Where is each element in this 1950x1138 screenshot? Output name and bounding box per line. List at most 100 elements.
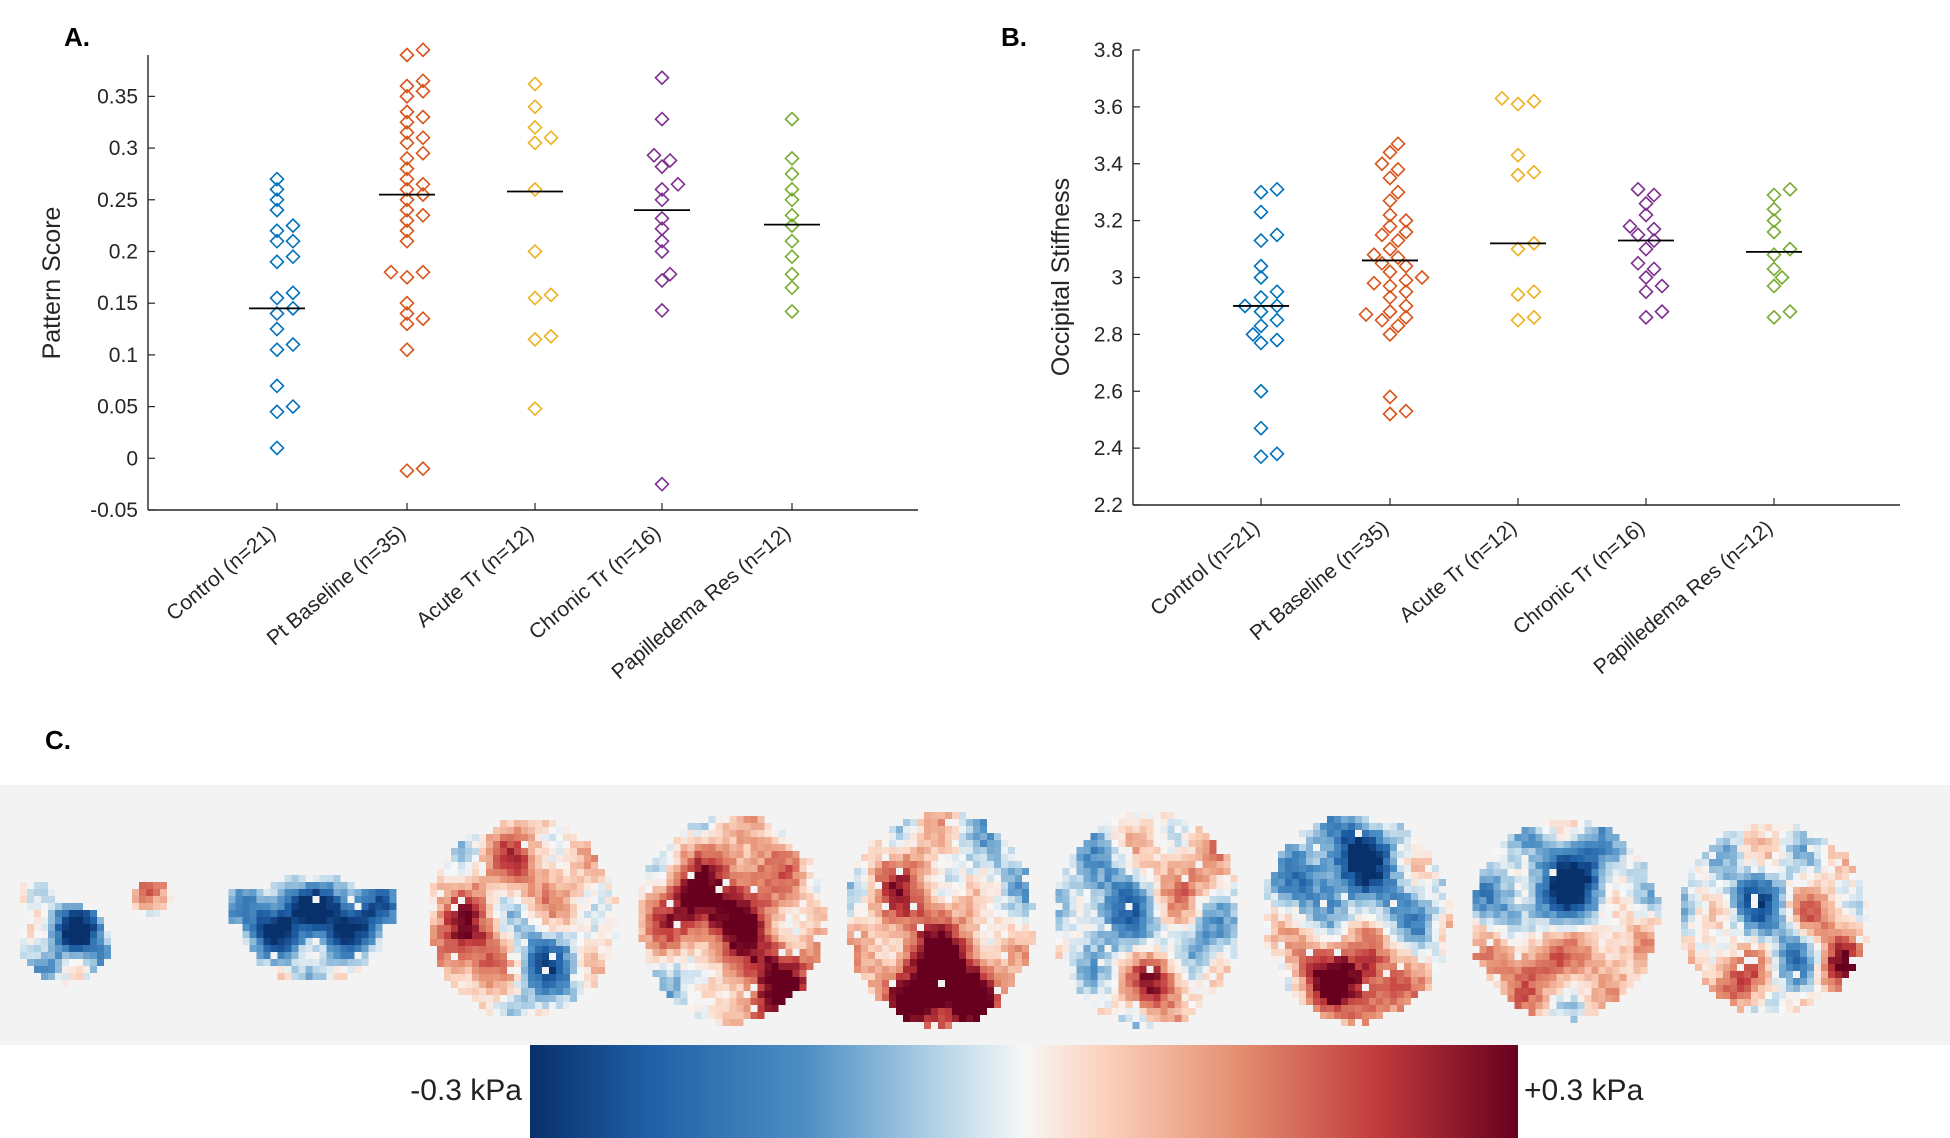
- data-point: [1253, 258, 1269, 274]
- data-point: [1269, 227, 1285, 243]
- category-label: Control (n=21): [162, 521, 280, 625]
- data-point: [1382, 144, 1398, 161]
- data-point: [1382, 289, 1398, 306]
- data-point: [1245, 326, 1261, 343]
- data-point: [654, 221, 670, 237]
- data-point: [399, 135, 415, 151]
- data-point: [1398, 212, 1414, 229]
- data-point: [1253, 232, 1269, 249]
- data-point: [415, 461, 431, 477]
- data-point: [1366, 275, 1382, 291]
- data-point: [670, 176, 686, 192]
- data-point: [1398, 258, 1414, 274]
- data-point: [1766, 261, 1782, 277]
- panel-label-a: A.: [64, 22, 90, 52]
- data-point: [784, 181, 800, 198]
- data-point: [654, 159, 670, 175]
- data-point: [399, 342, 415, 358]
- data-point: [269, 305, 285, 322]
- data-point: [399, 181, 415, 198]
- data-point: [1390, 136, 1406, 152]
- category-label: Pt Baseline (n=35): [263, 521, 411, 650]
- data-point: [1398, 284, 1414, 300]
- brain-slice: [20, 882, 174, 987]
- data-point: [269, 254, 285, 270]
- data-point: [399, 88, 415, 104]
- data-point: [1526, 284, 1542, 300]
- data-point: [1766, 278, 1782, 294]
- data-point: [1766, 212, 1782, 229]
- data-point: [1638, 195, 1654, 212]
- data-point: [399, 269, 415, 285]
- data-point: [1382, 241, 1398, 257]
- data-point: [1414, 269, 1430, 286]
- data-point: [1398, 309, 1414, 325]
- y-tick-label: -0.05: [90, 499, 138, 522]
- data-point: [784, 266, 800, 282]
- panel-label-c: C.: [45, 725, 71, 755]
- colorbar-max-label: +0.3 kPa: [1524, 1074, 1644, 1107]
- data-point: [1382, 326, 1398, 343]
- data-point: [1782, 303, 1798, 320]
- data-point: [1253, 449, 1269, 465]
- data-point: [1646, 232, 1662, 249]
- data-point: [1374, 156, 1390, 172]
- data-point: [1374, 312, 1390, 328]
- data-point: [285, 249, 301, 265]
- data-point: [1766, 201, 1782, 217]
- brain-slice: [1055, 812, 1245, 1029]
- data-point: [1646, 261, 1662, 277]
- data-point: [399, 463, 415, 479]
- data-point: [784, 150, 800, 167]
- data-point: [1782, 181, 1798, 197]
- data-point: [1494, 90, 1510, 106]
- data-point: [1766, 224, 1782, 240]
- data-point: [285, 300, 301, 316]
- data-point: [543, 287, 559, 303]
- data-point: [1382, 193, 1398, 209]
- data-point: [654, 476, 670, 492]
- data-point: [1654, 303, 1670, 320]
- data-point: [1630, 255, 1646, 271]
- data-point: [1237, 298, 1253, 314]
- data-point: [1390, 184, 1406, 200]
- y-tick-label: 0.05: [97, 396, 138, 419]
- brain-slice: [847, 812, 1036, 1029]
- data-point: [285, 398, 301, 415]
- data-point: [527, 290, 543, 306]
- brain-slice: [228, 875, 397, 980]
- data-point: [399, 223, 415, 239]
- data-point: [1638, 269, 1654, 286]
- y-tick-label: 0.25: [97, 189, 138, 212]
- y-tick-label: 3.6: [1094, 96, 1123, 119]
- data-point: [1358, 306, 1374, 323]
- data-point: [1398, 403, 1414, 419]
- brain-slice: [1472, 820, 1662, 1023]
- data-point: [654, 243, 670, 260]
- data-point: [654, 302, 670, 319]
- data-point: [1382, 170, 1398, 186]
- data-point: [399, 171, 415, 187]
- y-tick-label: 2.6: [1094, 380, 1123, 403]
- data-point: [1630, 181, 1646, 197]
- category-label: Pt Baseline (n=35): [1246, 516, 1394, 645]
- data-point: [415, 176, 431, 192]
- data-point: [654, 70, 670, 86]
- data-point: [415, 73, 431, 89]
- data-point: [399, 316, 415, 332]
- data-point: [285, 285, 301, 301]
- data-point: [285, 336, 301, 353]
- y-tick-label: 0.3: [109, 137, 138, 160]
- category-label: Control (n=21): [1146, 516, 1264, 620]
- data-point: [654, 111, 670, 127]
- y-tick-label: 3: [1111, 267, 1123, 290]
- data-point: [662, 266, 678, 282]
- panel-label-b: B.: [1001, 22, 1027, 52]
- data-point: [1253, 269, 1269, 286]
- y-tick-label: 2.2: [1094, 494, 1123, 517]
- data-point: [662, 152, 678, 169]
- data-point: [654, 272, 670, 289]
- data-point: [1766, 309, 1782, 325]
- data-point: [399, 212, 415, 229]
- data-point: [1398, 224, 1414, 240]
